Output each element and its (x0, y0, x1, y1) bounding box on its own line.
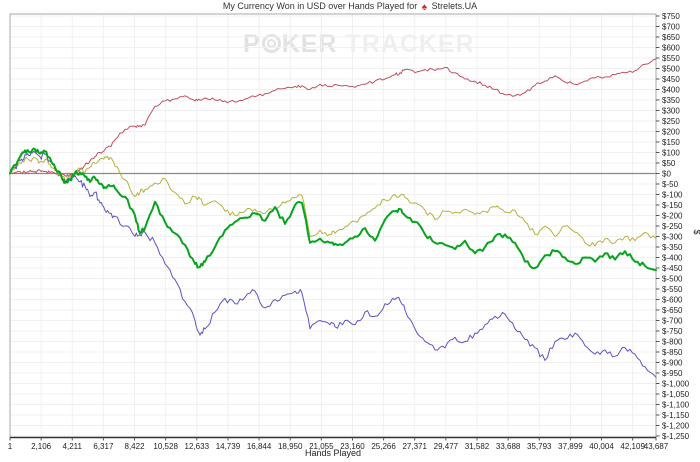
x-axis-title: Hands Played (305, 448, 361, 458)
x-tick-label: 16,844 (247, 442, 272, 451)
y-tick-label: $-550 (662, 285, 683, 294)
y-tick-label: $-650 (662, 306, 683, 315)
y-tick-label: $-500 (662, 274, 683, 283)
chart-title: My Currency Won in USD over Hands Played… (0, 1, 700, 13)
y-tick-label: $300 (662, 106, 680, 115)
x-tick-label: 33,688 (496, 442, 521, 451)
y-tick-label: $-800 (662, 337, 683, 346)
x-tick-label: 31,582 (465, 442, 490, 451)
x-tick-label: 4,211 (63, 442, 83, 451)
olive-line (9, 155, 657, 247)
site-name: Strelets.UA (431, 1, 478, 11)
y-tick-label: $-1,150 (662, 411, 690, 420)
y-tick-label: $-1,100 (662, 400, 690, 409)
x-tick-label: 12,633 (185, 442, 210, 451)
y-tick-label: $-100 (662, 190, 683, 199)
y-tick-label: $550 (662, 54, 680, 63)
y-tick-label: $-400 (662, 253, 683, 262)
x-tick-label: 10,528 (153, 442, 178, 451)
y-tick-label: $-750 (662, 327, 683, 336)
y-tick-label: $-300 (662, 232, 683, 241)
blue-line (9, 150, 657, 378)
y-tick-label: $650 (662, 33, 680, 42)
y-tick-label: $-450 (662, 264, 683, 273)
x-tick-label: 43,687 (644, 442, 669, 451)
y-tick-label: $400 (662, 85, 680, 94)
y-tick-label: $350 (662, 96, 680, 105)
y-tick-label: $250 (662, 117, 680, 126)
y-tick-label: $750 (662, 12, 680, 21)
red-line (9, 58, 657, 177)
y-tick-label: $-50 (662, 180, 679, 189)
x-tick-label: 21,055 (309, 442, 334, 451)
x-tick-label: 27,371 (402, 442, 427, 451)
y-tick-label: $-1,050 (662, 390, 690, 399)
pokertracker-watermark: P KER TRACKER (243, 30, 475, 59)
y-tick-label: $50 (662, 159, 676, 168)
green-line (9, 147, 657, 272)
x-tick-label: 40,004 (589, 442, 614, 451)
y-tick-label: $-200 (662, 211, 683, 220)
x-tick-label: 37,899 (558, 442, 583, 451)
red-spade-icon: ♠ (421, 2, 428, 13)
y-tick-label: $-700 (662, 316, 683, 325)
y-axis-title: $ (692, 229, 700, 234)
y-tick-label: $700 (662, 22, 680, 31)
x-tick-label: 1 (8, 442, 13, 451)
y-tick-label: $-1,000 (662, 379, 690, 388)
watermark-text-tracker: TRACKER (345, 30, 475, 58)
x-tick-label: 35,793 (527, 442, 552, 451)
x-tick-label: 23,160 (340, 442, 365, 451)
y-tick-label: $-350 (662, 243, 683, 252)
x-tick-label: 6,317 (93, 442, 114, 451)
y-tick-label: $500 (662, 64, 680, 73)
x-tick-label: 18,950 (278, 442, 303, 451)
y-tick-label: $150 (662, 138, 680, 147)
y-tick-label: $-600 (662, 295, 683, 304)
y-tick-label: $-900 (662, 358, 683, 367)
x-tick-label: 2,106 (31, 442, 52, 451)
y-tick-label: $200 (662, 127, 680, 136)
y-tick-label: $-1,200 (662, 421, 690, 430)
chart-title-text: My Currency Won in USD over Hands Played… (222, 1, 418, 11)
y-tick-label: $0 (662, 169, 671, 178)
y-tick-label: $600 (662, 43, 680, 52)
y-tick-label: $-150 (662, 201, 683, 210)
y-tick-label: $-950 (662, 369, 683, 378)
x-tick-label: 29,477 (434, 442, 459, 451)
watermark-text-ker: KER (281, 30, 338, 58)
x-tick-label: 42,109 (620, 442, 645, 451)
y-tick-label: $-1,250 (662, 432, 690, 441)
y-tick-label: $-850 (662, 348, 683, 357)
y-tick-label: $450 (662, 75, 680, 84)
y-tick-label: $100 (662, 148, 680, 157)
x-tick-label: 8,422 (125, 442, 146, 451)
y-tick-label: $-250 (662, 222, 683, 231)
x-tick-label: 14,739 (216, 442, 241, 451)
x-tick-label: 25,266 (371, 442, 396, 451)
